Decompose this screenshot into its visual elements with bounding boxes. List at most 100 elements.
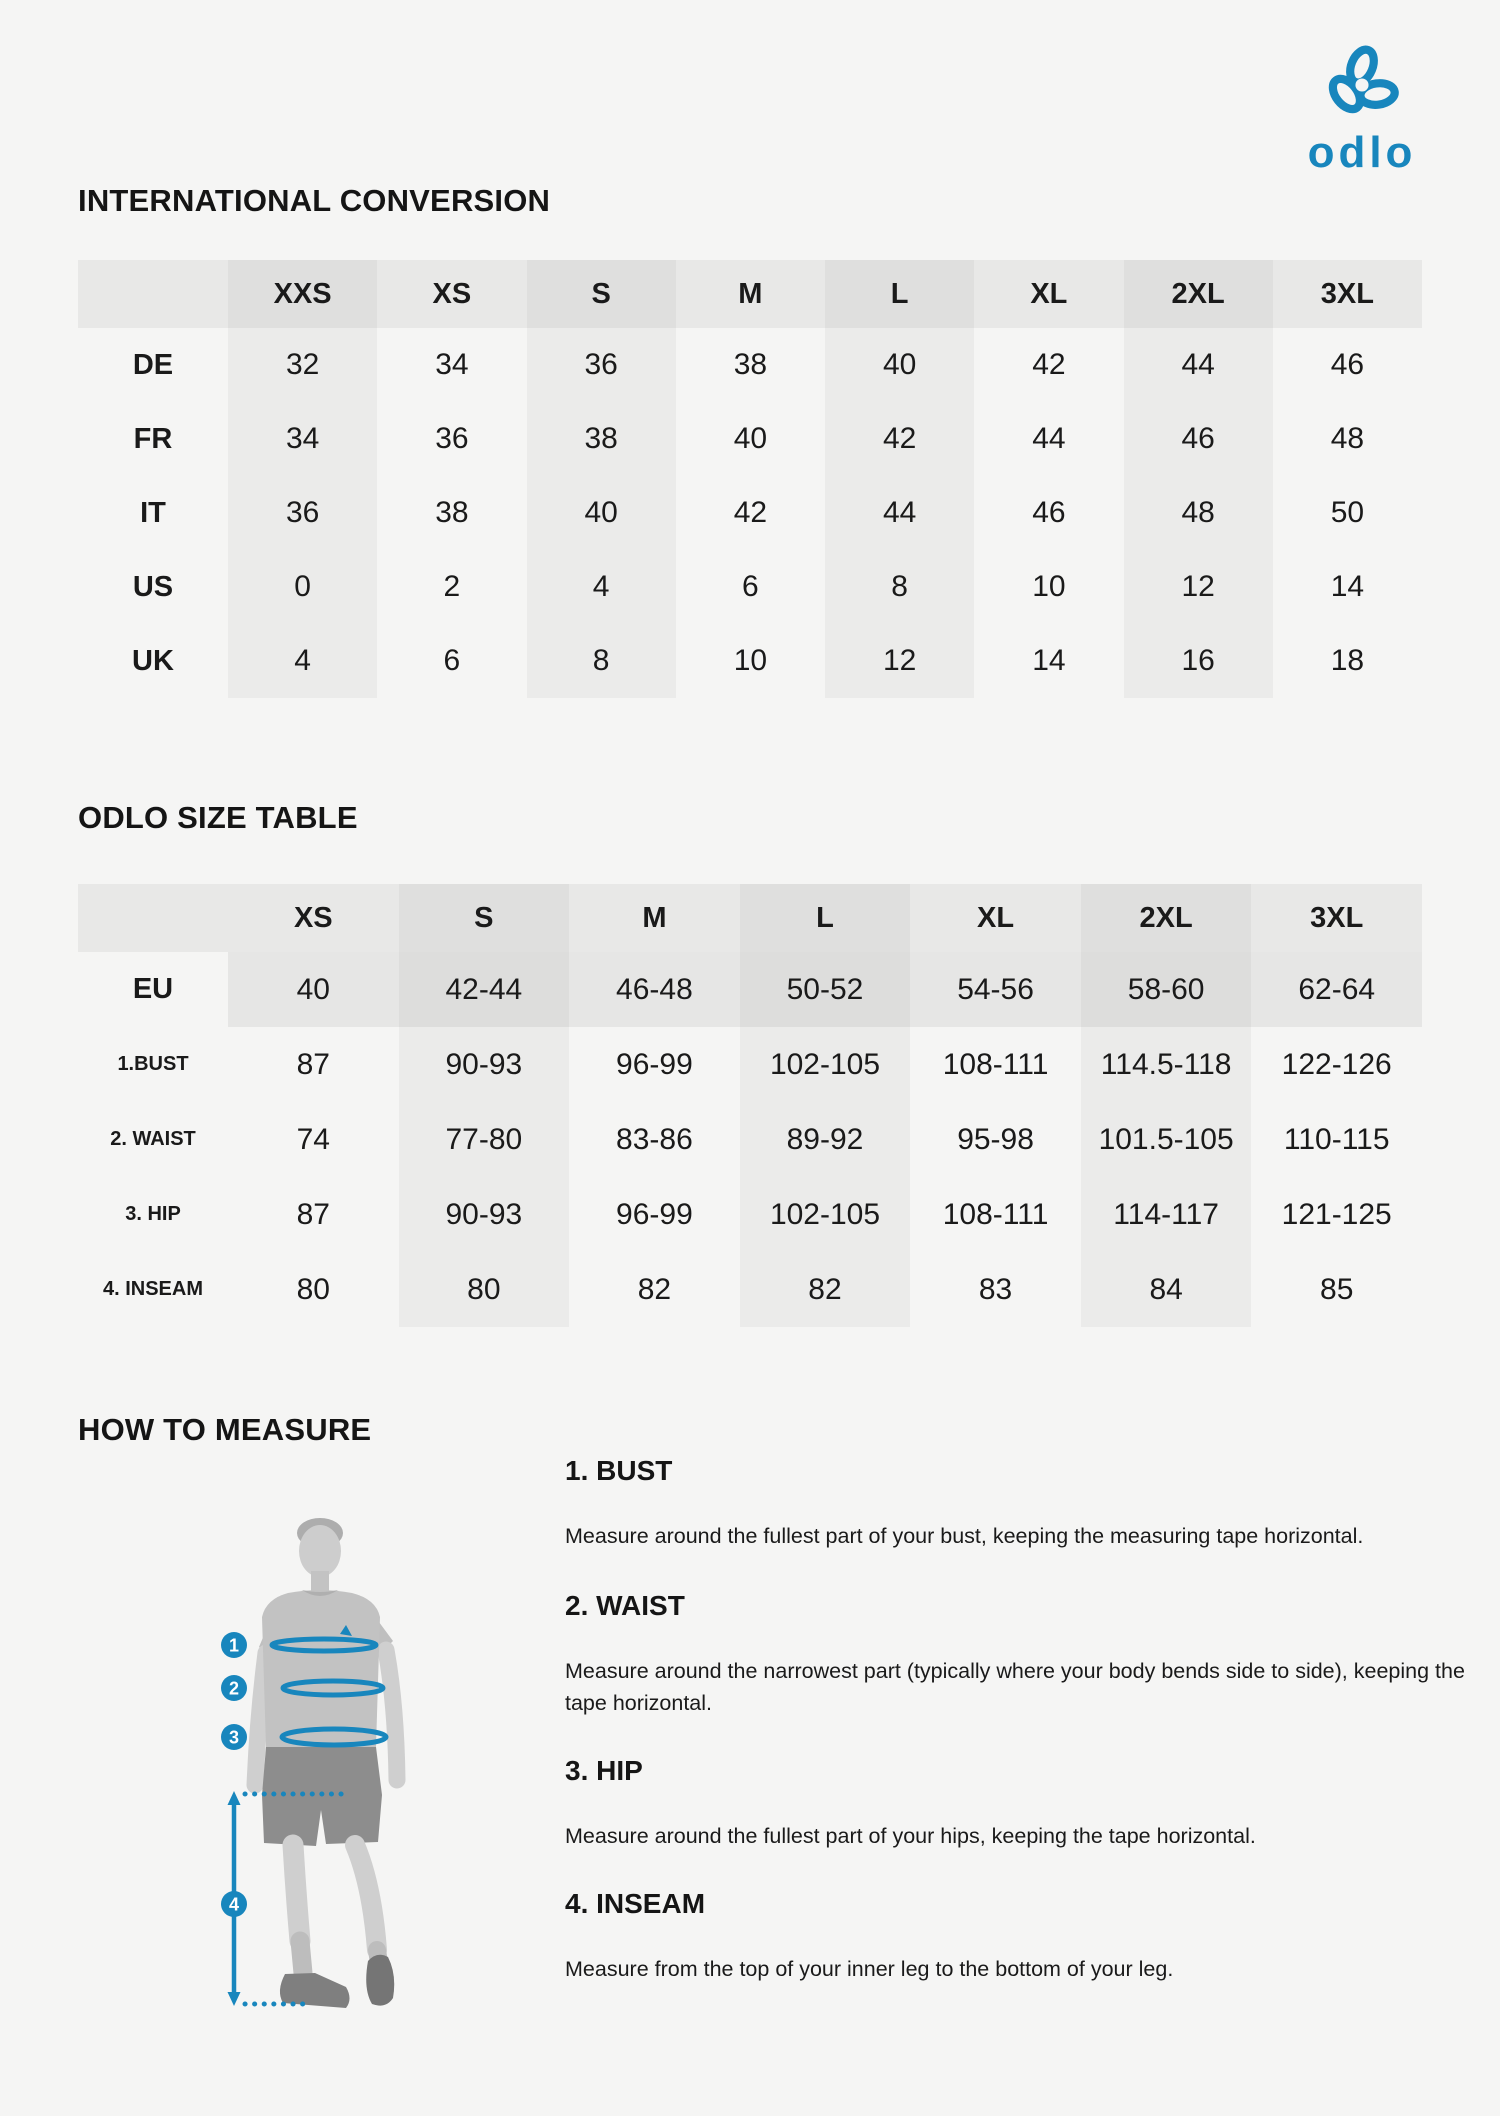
column-header: 2XL — [1080, 884, 1252, 952]
how-to-measure-title: HOW TO MEASURE — [78, 1412, 372, 1447]
size-value: 46 — [1032, 496, 1066, 529]
row-label: 1.BUST — [117, 1053, 189, 1075]
size-value: 40 — [526, 476, 676, 550]
size-value: 44 — [825, 476, 975, 550]
size-value: 38 — [526, 402, 676, 476]
size-value: 18 — [1330, 644, 1365, 677]
row-label: EU — [132, 973, 174, 1005]
size-value: 16 — [1123, 624, 1273, 698]
row-label: UK — [132, 644, 174, 677]
size-value: 50-52 — [739, 952, 911, 1027]
row-label: 4. INSEAM — [102, 1278, 204, 1300]
marker-3-label: 3 — [229, 1728, 239, 1748]
size-value: 48 — [1123, 476, 1273, 550]
size-value: 34 — [228, 402, 378, 476]
size-value: 108-111 — [942, 1197, 1049, 1231]
size-value: 40 — [733, 422, 768, 455]
column-header: XL — [974, 260, 1124, 328]
marker-2-circle — [221, 1675, 247, 1701]
size-value: 44 — [1032, 422, 1066, 455]
column-header: 3XL — [1251, 884, 1422, 952]
size-value: 40 — [228, 952, 399, 1027]
size-value: 82 — [637, 1272, 672, 1306]
size-value: 2 — [443, 570, 461, 603]
marker-1-label: 1 — [229, 1636, 239, 1656]
step-text: Measure around the narrowest part (typic… — [565, 1659, 1465, 1715]
marker-4-label: 4 — [229, 1895, 239, 1915]
size-value: 38 — [435, 496, 469, 529]
size-value: 114-117 — [1080, 1177, 1252, 1252]
row-label: US — [132, 570, 174, 603]
size-value: 46 — [1123, 402, 1273, 476]
column-header: XS — [377, 260, 527, 328]
row-label: DE — [132, 348, 174, 381]
column-header: M — [675, 260, 825, 328]
measure-step-waist: 2. WAIST Measure around the narrowest pa… — [565, 1590, 1500, 1720]
size-value: 82 — [739, 1252, 911, 1327]
column-header: S — [398, 884, 570, 952]
size-value: 46-48 — [569, 952, 740, 1027]
size-value: 108-111 — [942, 1047, 1049, 1081]
measure-figure: 1 2 3 4 — [150, 1495, 480, 2055]
column-header: XL — [910, 884, 1081, 952]
size-value: 12 — [825, 624, 975, 698]
step-heading: 3. HIP — [565, 1755, 643, 1786]
size-value: 14 — [1032, 644, 1066, 677]
size-value: 96-99 — [616, 1197, 693, 1231]
size-value: 6 — [742, 570, 759, 603]
row-label: IT — [140, 496, 166, 529]
size-value: 36 — [228, 476, 378, 550]
size-value: 101.5-105 — [1080, 1102, 1252, 1177]
row-label: 2. WAIST — [110, 1128, 196, 1150]
size-value: 89-92 — [739, 1102, 911, 1177]
man-illustration: 1 2 3 4 — [221, 1518, 406, 2008]
size-value: 122-126 — [1281, 1047, 1392, 1081]
measure-step-bust: 1. BUST Measure around the fullest part … — [565, 1455, 1500, 1553]
column-header: M — [569, 884, 740, 952]
size-value: 62-64 — [1251, 952, 1422, 1027]
odlo-size-table-title: ODLO SIZE TABLE — [78, 800, 358, 835]
marker-4-circle — [221, 1891, 247, 1917]
size-value: 114.5-118 — [1080, 1027, 1252, 1102]
size-value: 83-86 — [616, 1122, 693, 1156]
size-value: 85 — [1320, 1272, 1354, 1306]
size-value: 10 — [1032, 570, 1066, 603]
size-value: 121-125 — [1281, 1197, 1392, 1231]
size-value: 34 — [435, 348, 469, 381]
size-value: 80 — [398, 1252, 570, 1327]
column-header: 3XL — [1272, 260, 1422, 328]
size-value: 90-93 — [398, 1027, 570, 1102]
size-value: 58-60 — [1080, 952, 1252, 1027]
size-value: 80 — [296, 1272, 330, 1306]
size-value: 96-99 — [616, 1047, 693, 1081]
size-value: 48 — [1330, 422, 1365, 455]
size-value: 87 — [296, 1047, 330, 1081]
size-value: 84 — [1080, 1252, 1252, 1327]
size-value: 42 — [1032, 348, 1066, 381]
column-header: XS — [228, 884, 399, 952]
column-header: XXS — [228, 260, 378, 328]
size-value: 42 — [733, 496, 768, 529]
size-value: 74 — [296, 1122, 330, 1156]
size-value: 10 — [733, 644, 768, 677]
marker-1-circle — [221, 1632, 247, 1658]
size-value: 12 — [1123, 550, 1273, 624]
size-value: 90-93 — [398, 1177, 570, 1252]
odlo-size-table: XS S M L XL 2XL 3XL EU 40 42-44 46-48 50… — [78, 884, 1422, 1327]
international-conversion-table: XXS XS S M L XL 2XL 3XL DE 32 34 36 38 4… — [78, 260, 1422, 698]
step-text: Measure around the fullest part of your … — [565, 1524, 1364, 1548]
waist-measure-line — [280, 1678, 386, 1698]
row-label: 3. HIP — [125, 1203, 181, 1225]
size-value: 8 — [825, 550, 975, 624]
size-value: 6 — [443, 644, 461, 677]
column-header: 2XL — [1123, 260, 1273, 328]
emblem-center — [1355, 78, 1369, 92]
row-label: FR — [133, 422, 173, 455]
size-value: 32 — [228, 328, 378, 402]
column-header: S — [526, 260, 676, 328]
size-value: 36 — [435, 422, 469, 455]
international-conversion-title: INTERNATIONAL CONVERSION — [78, 183, 551, 218]
size-value: 4 — [228, 624, 378, 698]
size-value: 50 — [1330, 496, 1365, 529]
